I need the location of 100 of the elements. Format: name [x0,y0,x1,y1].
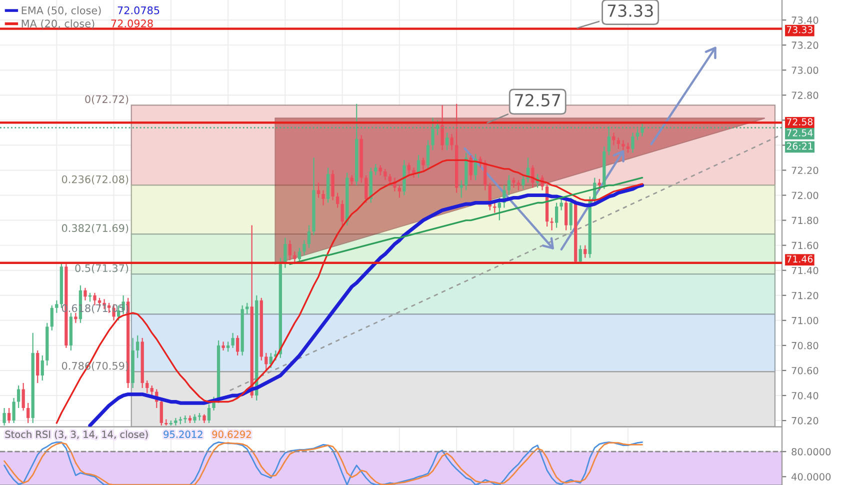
text: 26:21 [786,142,813,150]
candlestick [522,174,525,190]
candlestick [350,174,354,186]
candlestick [584,244,587,258]
candlestick [626,142,630,154]
candlestick [622,140,625,151]
candlestick [554,202,558,228]
candlestick [564,200,568,231]
candlestick [426,140,430,171]
candlestick [26,402,30,424]
ref-line-label: 73.33 [786,26,812,34]
candlestick [493,202,496,214]
candlestick [340,200,344,226]
annotation: 72.57 [515,94,560,107]
candlestick [36,350,40,384]
candlestick [50,304,54,331]
legend-label: MA (20, close) [22,19,94,29]
band-label: 0.5(71.37) [75,264,128,274]
candlestick [631,132,634,154]
candlestick [288,240,292,261]
candlestick [284,237,287,268]
candlestick [264,352,268,372]
y-tick-label: 71.60 [792,242,818,250]
candlestick [207,404,211,424]
candlestick [22,382,25,412]
candlestick [236,334,240,356]
candlestick [598,178,601,191]
candlestick [440,104,444,151]
candlestick [322,190,325,206]
candlestick [160,398,163,426]
candlestick [516,180,520,191]
candlestick [450,133,454,151]
candlestick [16,384,20,409]
y-tick-label: 73.20 [792,42,818,49]
candlestick [2,407,6,426]
candlestick [222,341,225,352]
candlestick [246,302,249,315]
candlestick [55,300,58,314]
candlestick [612,132,616,146]
candlestick [384,168,387,181]
y-tick-label: 70.20 [792,417,818,424]
chart-title: Stoch RSI (3, 3, 14, 14, close) [5,430,148,440]
candlestick [146,380,149,394]
candlestick [84,287,87,301]
candlestick [298,247,302,264]
candlestick [578,244,582,264]
candlestick [512,177,516,188]
candlestick [364,174,368,204]
candlestick [374,163,378,176]
ref-line-label: 72.54 [786,129,813,136]
y-tick-label: 71.20 [792,292,818,300]
ref-line-label: 71.46 [786,255,813,263]
annotation: 95.2012 [164,430,202,438]
candlestick [74,312,78,324]
candlestick [184,414,187,424]
ref-line-label: 72.58 [786,118,813,126]
candlestick [7,407,11,424]
candlestick [507,174,511,196]
legend-label: EMA (50, close) [22,6,101,16]
candlestick [93,292,96,306]
candlestick [12,397,16,424]
y-tick-label: 72.20 [792,166,818,174]
annotation: 90.6292 [212,430,251,438]
candlestick [226,341,230,352]
y-tick-label: 72.00 [792,192,818,200]
band-label: 0.236(72.08) [62,175,128,184]
candlestick [331,170,334,201]
y-tick-label: 73.40 [792,16,818,24]
candlestick [422,157,425,171]
candlestick [302,240,306,256]
y-tick-label: 40.0000 [792,473,831,480]
annotation: 72.0785 [118,6,160,14]
candlestick [136,334,140,359]
y-tick-label: 70.40 [792,392,818,400]
candlestick [407,162,411,175]
candlestick [378,164,382,176]
line-series [289,176,644,265]
candlestick [460,180,463,198]
candlestick [550,217,554,231]
y-tick-label: 71.80 [792,216,818,224]
y-tick-label: 72.80 [792,92,818,99]
candlestick [498,197,502,221]
candlestick [336,192,340,208]
y-tick-label: 80.0000 [792,448,831,456]
candlestick [316,182,320,198]
annotation: 72.0928 [111,20,153,28]
y-tick-label: 70.80 [792,342,818,350]
y-tick-label: 71.00 [792,316,818,324]
candlestick [398,184,402,198]
candlestick [231,332,234,349]
y-tick-label: 73.00 [792,66,818,74]
y-tick-label: 71.40 [792,266,818,274]
candlestick [445,132,449,151]
candlestick [569,197,572,231]
band-label: 0.382(71.69) [62,224,128,234]
candlestick [307,224,311,248]
candlestick [40,354,44,382]
annotation: 73.33 [608,4,653,17]
y-tick-label: 70.60 [792,366,818,374]
candlestick [531,164,534,188]
